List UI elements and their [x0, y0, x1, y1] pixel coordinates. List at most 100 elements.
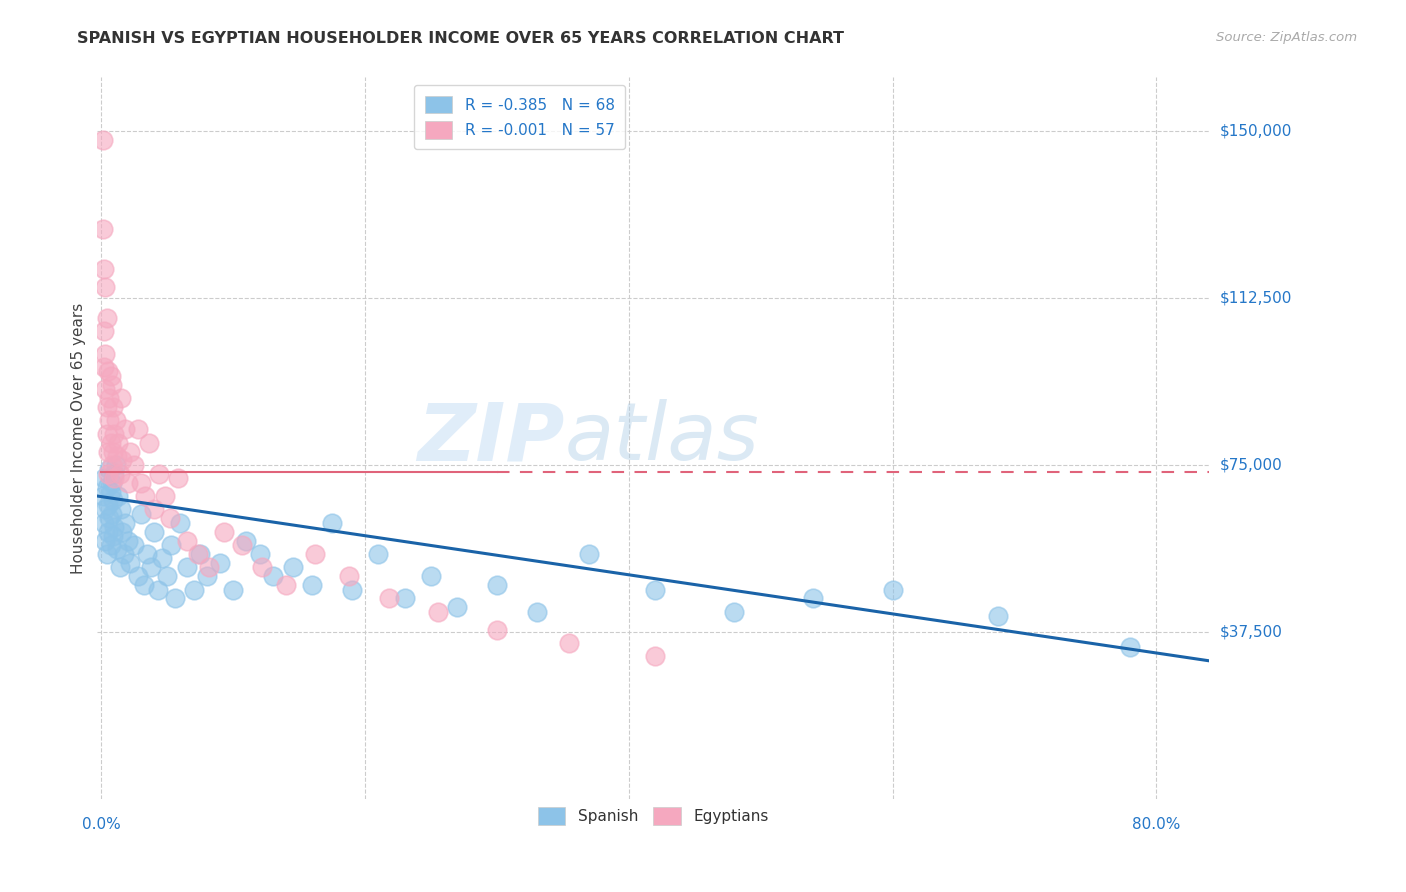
- Point: [100, 368, 122, 383]
- Text: 80.0%: 80.0%: [1132, 817, 1181, 832]
- Point: [93, 359, 115, 374]
- Point: [110, 502, 132, 516]
- Point: [94, 346, 117, 360]
- Point: [485, 623, 508, 637]
- Point: [124, 458, 146, 472]
- Point: [723, 605, 745, 619]
- Point: [304, 547, 326, 561]
- Point: [104, 458, 127, 472]
- Legend: Spanish, Egyptians: Spanish, Egyptians: [531, 801, 775, 830]
- Point: [96, 310, 118, 325]
- Point: [120, 556, 142, 570]
- Point: [96, 480, 118, 494]
- Point: [148, 467, 170, 481]
- Point: [146, 582, 169, 597]
- Text: $75,000: $75,000: [1220, 458, 1282, 473]
- Point: [108, 467, 131, 481]
- Point: [101, 493, 124, 508]
- Point: [94, 502, 117, 516]
- Point: [127, 569, 149, 583]
- Point: [394, 591, 416, 606]
- Point: [250, 560, 273, 574]
- Point: [103, 520, 125, 534]
- Point: [98, 511, 121, 525]
- Point: [208, 556, 231, 570]
- Point: [212, 524, 235, 539]
- Point: [446, 600, 468, 615]
- Point: [1119, 640, 1142, 655]
- Point: [105, 542, 128, 557]
- Point: [100, 484, 122, 499]
- Point: [114, 422, 136, 436]
- Point: [644, 582, 666, 597]
- Point: [485, 578, 508, 592]
- Point: [91, 222, 114, 236]
- Text: $112,500: $112,500: [1220, 291, 1292, 305]
- Point: [112, 547, 135, 561]
- Point: [143, 502, 166, 516]
- Point: [101, 475, 124, 490]
- Point: [94, 533, 117, 548]
- Point: [644, 649, 666, 664]
- Point: [101, 400, 124, 414]
- Point: [165, 591, 187, 606]
- Point: [107, 435, 129, 450]
- Point: [96, 547, 118, 561]
- Point: [426, 605, 449, 619]
- Point: [129, 475, 152, 490]
- Point: [120, 444, 142, 458]
- Point: [100, 538, 122, 552]
- Point: [141, 560, 163, 574]
- Point: [117, 533, 139, 548]
- Point: [235, 533, 257, 548]
- Point: [160, 538, 183, 552]
- Point: [159, 511, 181, 525]
- Point: [153, 489, 176, 503]
- Point: [262, 569, 284, 583]
- Point: [111, 453, 134, 467]
- Point: [101, 444, 124, 458]
- Point: [188, 547, 211, 561]
- Point: [101, 458, 124, 472]
- Point: [136, 547, 159, 561]
- Point: [166, 471, 188, 485]
- Point: [91, 489, 114, 503]
- Text: $37,500: $37,500: [1220, 624, 1284, 640]
- Point: [195, 569, 218, 583]
- Text: atlas: atlas: [564, 399, 759, 477]
- Point: [105, 449, 128, 463]
- Point: [98, 391, 121, 405]
- Point: [176, 533, 198, 548]
- Point: [558, 636, 581, 650]
- Point: [104, 413, 127, 427]
- Point: [127, 422, 149, 436]
- Point: [97, 524, 120, 539]
- Point: [231, 538, 253, 552]
- Point: [367, 547, 389, 561]
- Point: [198, 560, 221, 574]
- Point: [187, 547, 209, 561]
- Point: [103, 471, 125, 485]
- Point: [420, 569, 443, 583]
- Point: [93, 261, 115, 276]
- Point: [526, 605, 548, 619]
- Point: [340, 582, 363, 597]
- Point: [378, 591, 401, 606]
- Point: [96, 426, 118, 441]
- Point: [222, 582, 245, 597]
- Point: [97, 467, 120, 481]
- Point: [98, 462, 121, 476]
- Point: [94, 279, 117, 293]
- Point: [150, 551, 173, 566]
- Point: [803, 591, 825, 606]
- Point: [274, 578, 297, 592]
- Point: [129, 507, 152, 521]
- Text: 0.0%: 0.0%: [82, 817, 121, 832]
- Point: [143, 524, 166, 539]
- Point: [110, 391, 132, 405]
- Point: [134, 489, 156, 503]
- Point: [132, 578, 155, 592]
- Point: [91, 133, 114, 147]
- Point: [97, 364, 120, 378]
- Point: [107, 489, 129, 503]
